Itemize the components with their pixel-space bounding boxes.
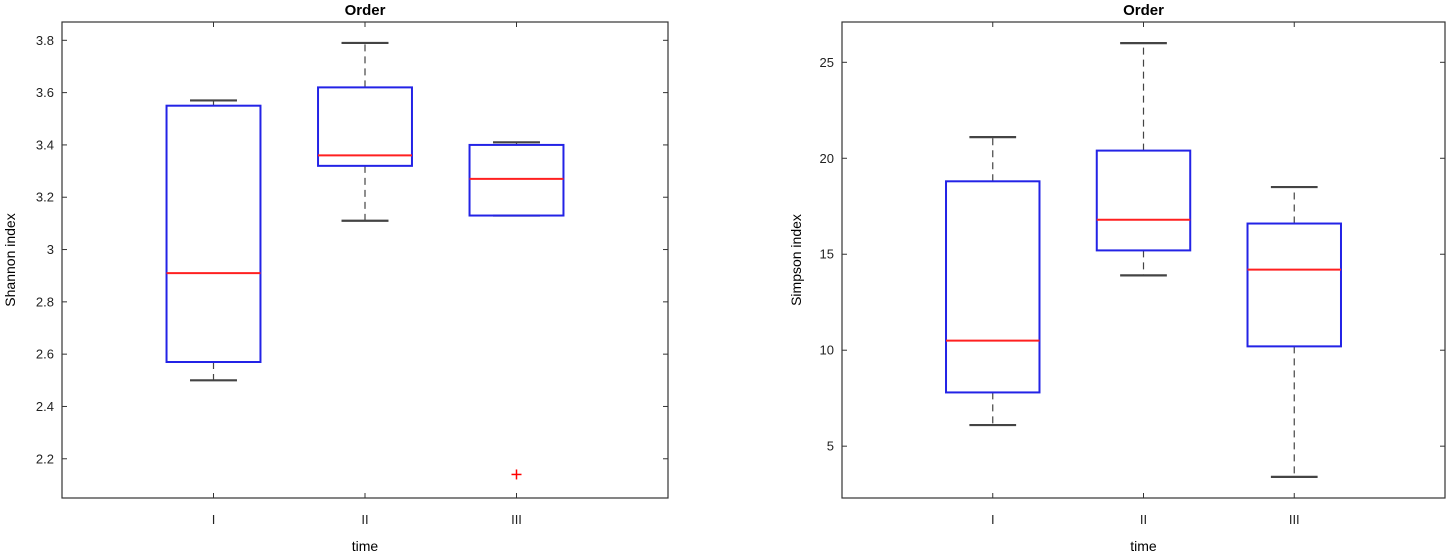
x-axis-label: time [352,538,379,554]
y-tick-label: 3 [47,242,54,257]
interquartile-box [1246,222,1342,348]
y-tick-label: 2.2 [36,451,54,466]
x-axis-label: time [1130,538,1157,554]
interquartile-box [1095,149,1192,252]
y-axis-label: Shannon index [2,213,18,306]
box-III [1246,185,1342,478]
box-III [468,141,565,480]
y-tick-label: 3.2 [36,190,54,205]
y-tick-label: 2.8 [36,294,54,309]
interquartile-box [165,104,262,363]
x-tick-label: II [361,512,368,527]
y-tick-label: 3.8 [36,33,54,48]
outlier-marker [511,469,522,480]
chart-title: Order [345,2,386,19]
interquartile-box [317,86,413,167]
x-tick-label: I [212,512,216,527]
y-axis-label: Simpson index [788,214,804,306]
x-tick-label: III [1289,512,1300,527]
y-tick-label: 10 [820,343,834,358]
x-tick-label: I [991,512,995,527]
y-tick-label: 3.6 [36,85,54,100]
y-tick-label: 15 [820,247,834,262]
y-tick-label: 2.4 [36,399,54,414]
interquartile-box [468,143,565,217]
plot-area-frame [61,21,669,499]
box-II [317,41,413,222]
y-tick-label: 2.6 [36,347,54,362]
box-II [1095,42,1192,277]
x-tick-label: III [511,512,522,527]
y-tick-label: 20 [820,151,834,166]
interquartile-box [945,180,1041,394]
box-I [165,99,262,382]
x-tick-label: II [1140,512,1147,527]
shannon-chart: Order time Shannon index 2.2 2.4 2.6 2.8 3 3.2 3.… [2,2,669,554]
y-tick-label: 25 [820,55,834,70]
plot-area-frame [841,21,1446,499]
box-I [945,136,1041,427]
chart-title: Order [1123,2,1164,19]
y-tick-label: 3.4 [36,137,54,152]
y-tick-label: 5 [827,439,834,454]
